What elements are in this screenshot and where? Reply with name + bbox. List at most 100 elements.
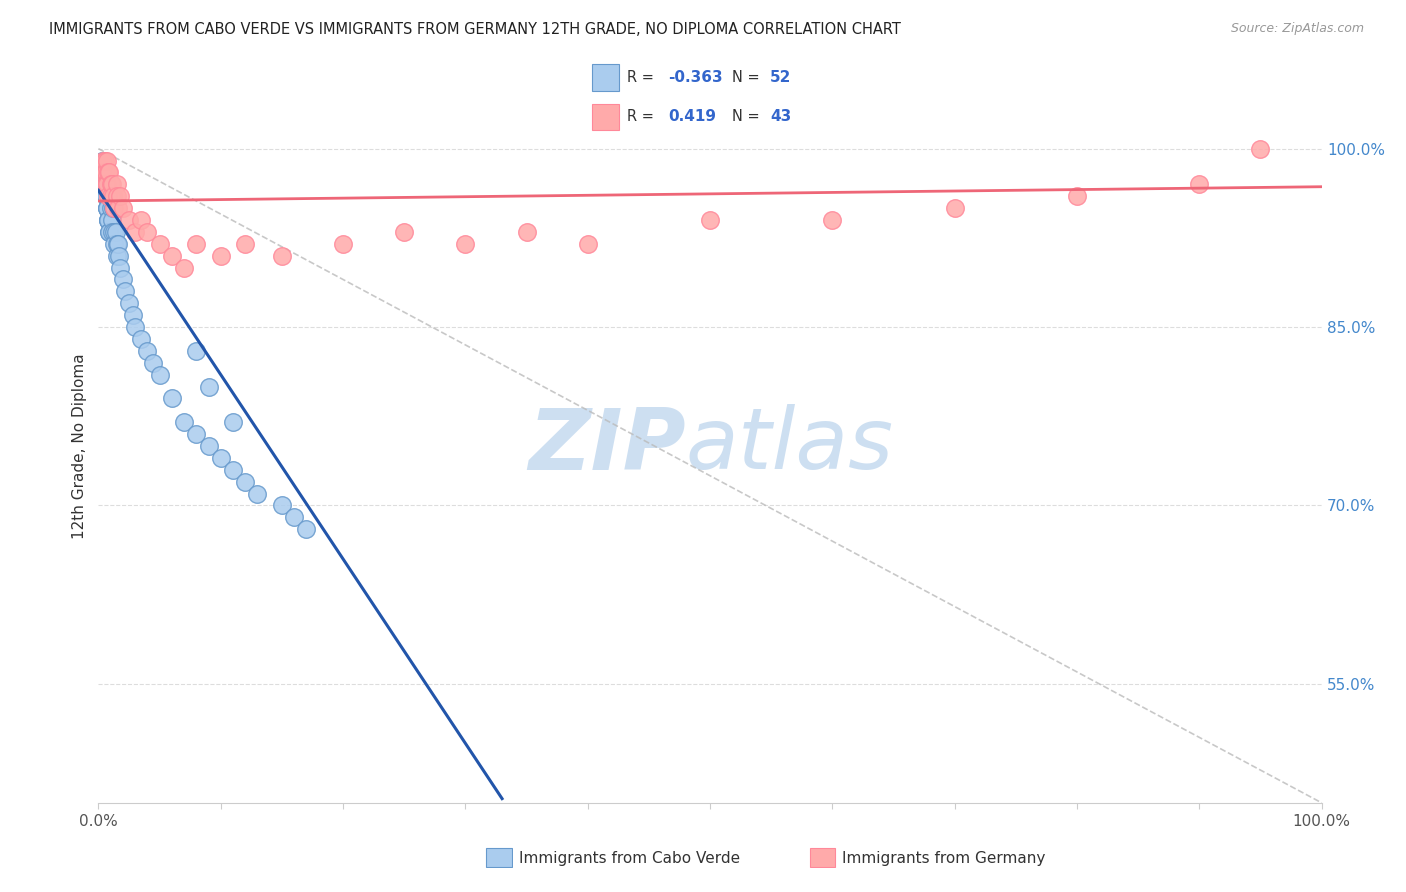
Point [118,296,141,310]
Point [270,499,294,513]
Point [149,236,172,251]
Point [111,272,134,286]
Point [283,510,305,524]
Point [91,153,114,168]
Point [94,189,117,203]
Point [129,332,152,346]
Point [1249,142,1271,156]
Point [105,189,128,203]
Point [295,522,318,536]
Text: Source: ZipAtlas.com: Source: ZipAtlas.com [1230,22,1364,36]
Point [186,427,208,442]
Point [110,189,132,203]
Point [121,308,143,322]
Bar [592,64,619,91]
Point [91,165,114,179]
Point [93,178,115,192]
Point [103,201,125,215]
Point [101,225,124,239]
Point [97,213,120,227]
Point [108,249,131,263]
Point [233,475,256,489]
Point [96,153,118,168]
Point [118,213,141,227]
Text: R =: R = [627,70,659,85]
Point [576,236,599,251]
Text: ZIP: ZIP [527,404,686,488]
Point [149,368,172,382]
Text: R =: R = [627,110,664,124]
Point [186,343,208,358]
Point [246,486,269,500]
Point [98,165,121,179]
Point [101,201,124,215]
Text: 52: 52 [770,70,792,85]
Point [173,260,195,275]
Point [93,178,115,192]
Point [103,225,125,239]
Point [515,225,537,239]
Point [136,343,159,358]
Point [107,201,129,215]
Point [105,236,128,251]
Y-axis label: 12th Grade, No Diploma: 12th Grade, No Diploma [72,353,87,539]
Point [1188,178,1211,192]
Point [103,236,125,251]
Point [97,213,120,227]
Point [107,236,129,251]
Point [209,249,232,263]
Point [821,213,844,227]
Point [100,178,122,192]
Point [136,225,159,239]
Point [91,165,114,179]
Point [173,415,195,429]
Text: 43: 43 [770,110,792,124]
Text: Immigrants from Germany: Immigrants from Germany [842,852,1046,866]
Point [91,153,114,168]
Point [97,213,120,227]
Point [94,178,117,192]
Point [222,463,245,477]
Text: N =: N = [731,110,763,124]
Bar [592,103,619,130]
Point [96,201,118,215]
Text: N =: N = [731,70,763,85]
Point [100,189,122,203]
Text: -0.363: -0.363 [668,70,723,85]
Point [93,165,115,179]
Point [124,225,146,239]
Point [94,189,117,203]
Point [943,201,966,215]
Point [160,249,183,263]
Text: IMMIGRANTS FROM CABO VERDE VS IMMIGRANTS FROM GERMANY 12TH GRADE, NO DIPLOMA COR: IMMIGRANTS FROM CABO VERDE VS IMMIGRANTS… [49,22,901,37]
Point [93,153,115,168]
Point [98,225,121,239]
Text: Immigrants from Cabo Verde: Immigrants from Cabo Verde [519,852,740,866]
Point [454,236,477,251]
Point [114,285,136,299]
Point [105,249,128,263]
Point [94,165,117,179]
Point [124,320,146,334]
Point [197,379,219,393]
Point [111,201,134,215]
Point [197,439,219,453]
Point [96,178,118,192]
Point [97,189,120,203]
Point [100,178,122,192]
Point [96,201,118,215]
Point [233,236,256,251]
Point [105,178,128,192]
Point [129,213,152,227]
Point [160,392,183,406]
Point [270,249,294,263]
Point [392,225,416,239]
Point [1066,189,1088,203]
Point [100,201,122,215]
Point [97,165,120,179]
Point [332,236,354,251]
Point [104,225,127,239]
Point [101,189,124,203]
Point [209,450,232,465]
Point [101,213,124,227]
